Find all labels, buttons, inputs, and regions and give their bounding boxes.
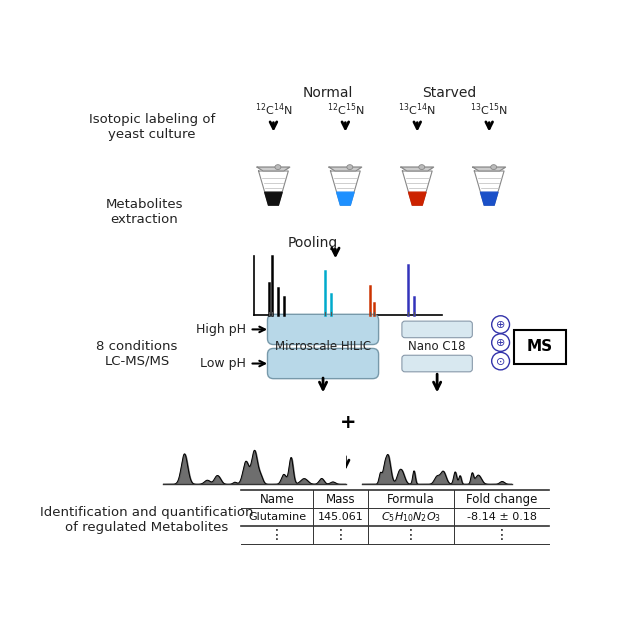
Text: ⋮: ⋮ bbox=[270, 528, 284, 542]
Text: Glutamine: Glutamine bbox=[248, 512, 306, 522]
Text: m/z: m/z bbox=[337, 323, 358, 334]
Ellipse shape bbox=[347, 165, 353, 170]
Ellipse shape bbox=[275, 165, 281, 170]
Text: Isotopic labeling of
yeast culture: Isotopic labeling of yeast culture bbox=[89, 113, 215, 141]
Ellipse shape bbox=[491, 165, 497, 170]
FancyBboxPatch shape bbox=[268, 348, 379, 379]
Polygon shape bbox=[330, 171, 360, 205]
Text: $\oplus$: $\oplus$ bbox=[495, 337, 506, 348]
Text: Microscale HILIC: Microscale HILIC bbox=[275, 340, 371, 353]
FancyBboxPatch shape bbox=[268, 315, 379, 344]
Polygon shape bbox=[401, 167, 434, 171]
Polygon shape bbox=[403, 171, 432, 205]
Text: Low pH: Low pH bbox=[200, 357, 246, 370]
Polygon shape bbox=[329, 167, 362, 171]
Text: $\oplus$: $\oplus$ bbox=[495, 319, 506, 330]
Text: +: + bbox=[340, 413, 356, 432]
Text: $C_5H_{10}N_2O_3$: $C_5H_{10}N_2O_3$ bbox=[381, 510, 441, 524]
Text: $^{12}$C$^{15}$N: $^{12}$C$^{15}$N bbox=[326, 102, 364, 118]
Polygon shape bbox=[474, 171, 504, 205]
Polygon shape bbox=[337, 192, 354, 205]
Text: ⋮: ⋮ bbox=[333, 528, 348, 542]
Text: 8 conditions
LC-MS/MS: 8 conditions LC-MS/MS bbox=[97, 340, 178, 368]
Text: Formula: Formula bbox=[387, 492, 435, 506]
Polygon shape bbox=[257, 167, 290, 171]
Text: -8.14 ± 0.18: -8.14 ± 0.18 bbox=[467, 512, 536, 522]
Text: ⋮: ⋮ bbox=[495, 528, 509, 542]
Text: Starved: Starved bbox=[422, 86, 477, 100]
Text: Fold change: Fold change bbox=[466, 492, 538, 506]
Text: Nano C18: Nano C18 bbox=[408, 340, 466, 353]
Text: Pooling: Pooling bbox=[288, 235, 339, 249]
Text: ⋮: ⋮ bbox=[404, 528, 418, 542]
Text: $\odot$: $\odot$ bbox=[495, 356, 506, 367]
Text: Metabolites
extraction: Metabolites extraction bbox=[106, 198, 183, 227]
Text: MS: MS bbox=[527, 339, 553, 354]
Polygon shape bbox=[481, 192, 498, 205]
Text: Normal: Normal bbox=[303, 86, 353, 100]
Polygon shape bbox=[408, 192, 426, 205]
Ellipse shape bbox=[419, 165, 425, 170]
FancyBboxPatch shape bbox=[402, 355, 472, 372]
Text: Mass: Mass bbox=[326, 492, 355, 506]
Text: $^{13}$C$^{14}$N: $^{13}$C$^{14}$N bbox=[399, 102, 436, 118]
Text: $^{12}$C$^{14}$N: $^{12}$C$^{14}$N bbox=[255, 102, 292, 118]
Polygon shape bbox=[265, 192, 282, 205]
FancyBboxPatch shape bbox=[514, 330, 566, 363]
Text: 145.061: 145.061 bbox=[317, 512, 364, 522]
Text: Name: Name bbox=[260, 492, 294, 506]
FancyBboxPatch shape bbox=[402, 321, 472, 337]
Text: Identification and quantification
of regulated Metabolites: Identification and quantification of reg… bbox=[40, 506, 253, 534]
Text: $^{13}$C$^{15}$N: $^{13}$C$^{15}$N bbox=[470, 102, 508, 118]
Polygon shape bbox=[259, 171, 289, 205]
Polygon shape bbox=[473, 167, 506, 171]
Text: High pH: High pH bbox=[196, 323, 246, 336]
